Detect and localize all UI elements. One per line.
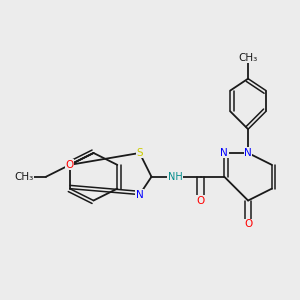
Text: CH₃: CH₃ (238, 53, 258, 63)
Text: S: S (136, 148, 143, 158)
Text: CH₃: CH₃ (14, 172, 33, 182)
Text: O: O (244, 219, 252, 229)
Text: N: N (244, 148, 252, 158)
Text: NH: NH (168, 172, 183, 182)
Text: O: O (196, 196, 205, 206)
Text: N: N (136, 190, 143, 200)
Text: N: N (220, 148, 228, 158)
Text: O: O (66, 160, 74, 170)
